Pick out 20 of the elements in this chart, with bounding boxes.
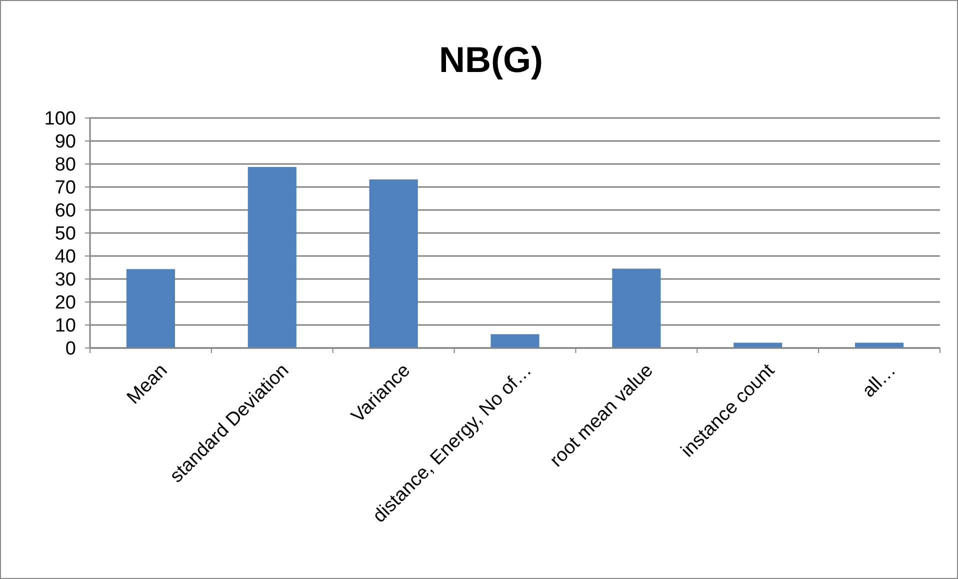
y-tick-label: 80 xyxy=(54,154,76,176)
bar xyxy=(612,268,661,348)
y-tick-label: 70 xyxy=(54,178,76,199)
bar xyxy=(855,342,904,348)
y-tick-label: 10 xyxy=(54,316,76,337)
bar xyxy=(369,179,418,348)
y-tick-label: 0 xyxy=(65,338,76,360)
y-tick-label: 100 xyxy=(44,108,76,130)
bar xyxy=(734,342,782,348)
y-tick-label: 50 xyxy=(54,224,76,245)
y-tick-label: 30 xyxy=(54,270,76,291)
bar xyxy=(490,334,540,348)
bar xyxy=(126,269,175,348)
y-tick-label: 40 xyxy=(54,246,76,268)
bar xyxy=(248,166,296,348)
y-tick-label: 90 xyxy=(54,132,76,153)
y-tick-label: 20 xyxy=(54,292,76,314)
chart-title: NB(G) xyxy=(439,39,543,80)
y-tick-label: 60 xyxy=(54,200,76,222)
x-tick-label: all… xyxy=(858,360,900,402)
